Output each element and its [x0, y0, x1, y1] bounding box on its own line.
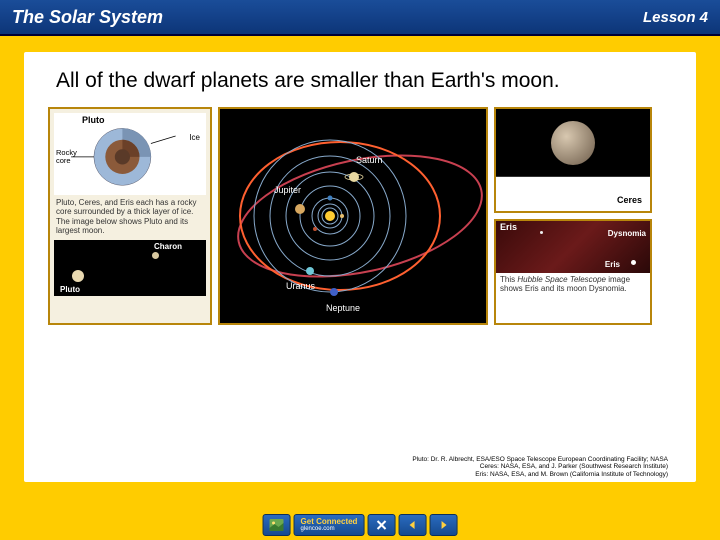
ceres-panel: Ceres	[494, 107, 652, 213]
svg-text:Uranus: Uranus	[286, 281, 316, 291]
next-button[interactable]	[429, 514, 457, 536]
figure-row: Pluto Ice Rockycore Pluto, Ceres, and Er…	[48, 107, 672, 325]
charon-caption: Charon	[154, 242, 182, 251]
charon-dot-icon	[152, 252, 159, 259]
eris-label: Eris	[605, 260, 620, 269]
credit-line: Ceres: NASA, ESA, and J. Parker (Southwe…	[412, 463, 668, 470]
credit-line: Eris: NASA, ESA, and M. Brown (Californi…	[412, 471, 668, 478]
chapter-title: The Solar System	[12, 7, 163, 28]
connect-label: Get Connected	[301, 518, 358, 526]
pluto-cutaway-image: Pluto Ice Rockycore	[54, 113, 206, 195]
lesson-label: Lesson 4	[643, 9, 708, 26]
prev-button[interactable]	[398, 514, 426, 536]
pluto-caption: Pluto	[60, 285, 80, 294]
eris-title: Eris	[500, 222, 517, 232]
svg-text:Neptune: Neptune	[326, 303, 360, 313]
eris-description: This Hubble Space Telescope image shows …	[496, 273, 650, 297]
footer-nav: Get Connected glencoe.com	[263, 514, 458, 536]
dysnomia-dot-icon	[540, 231, 543, 234]
core-label: Rockycore	[56, 149, 77, 164]
ceres-image	[496, 109, 650, 177]
credit-line: Pluto: Dr. R. Albrecht, ESA/ESO Space Te…	[412, 456, 668, 463]
image-credits: Pluto: Dr. R. Albrecht, ESA/ESO Space Te…	[412, 456, 668, 478]
eris-image: Eris Dysnomia Eris	[496, 221, 650, 273]
get-connected-button[interactable]: Get Connected glencoe.com	[294, 514, 365, 536]
eris-panel: Eris Dysnomia Eris This Hubble Space Tel…	[494, 219, 652, 325]
pluto-moon-image: Pluto Charon	[54, 240, 206, 296]
orbits-panel: Saturn Jupiter Uranus Neptune	[218, 107, 488, 325]
pluto-description: Pluto, Ceres, and Eris each has a rocky …	[54, 195, 206, 238]
header-bar: The Solar System Lesson 4	[0, 0, 720, 36]
dysnomia-label: Dysnomia	[608, 229, 646, 238]
ceres-body-icon	[551, 121, 595, 165]
pluto-panel: Pluto Ice Rockycore Pluto, Ceres, and Er…	[48, 107, 212, 325]
connect-url: glencoe.com	[301, 526, 358, 532]
svg-text:Jupiter: Jupiter	[274, 185, 301, 195]
pluto-dot-icon	[72, 270, 84, 282]
main-text: All of the dwarf planets are smaller tha…	[48, 68, 672, 93]
right-column: Ceres Eris Dysnomia Eris This Hubble Spa…	[494, 107, 652, 325]
content-area: All of the dwarf planets are smaller tha…	[24, 52, 696, 482]
eris-dot-icon	[631, 260, 636, 265]
close-button[interactable]	[367, 514, 395, 536]
image-view-button[interactable]	[263, 514, 291, 536]
ice-label: Ice	[189, 133, 200, 142]
pluto-title-label: Pluto	[82, 115, 105, 125]
svg-text:Saturn: Saturn	[356, 155, 383, 165]
ceres-label: Ceres	[617, 195, 642, 205]
